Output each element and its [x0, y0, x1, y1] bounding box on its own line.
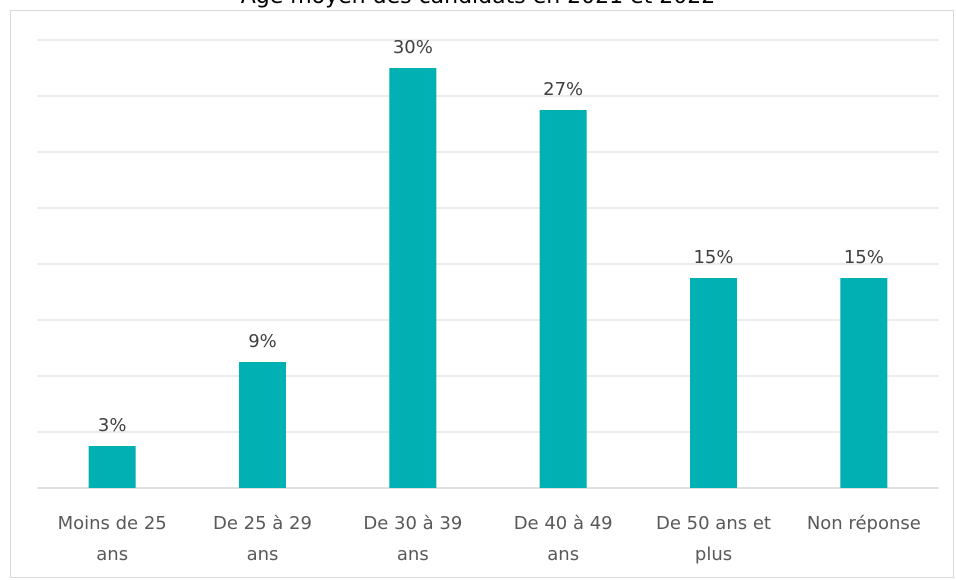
data-label: 15%	[844, 247, 884, 268]
data-labels: 3% 9% 30% 27% 15% 15%	[98, 37, 884, 436]
bar	[389, 68, 437, 488]
category-label: De 30 à 39 ans	[363, 513, 462, 565]
category-label: De 40 à 49 ans	[514, 513, 613, 565]
bar	[690, 278, 737, 488]
data-label: 30%	[393, 37, 433, 58]
bar	[88, 446, 136, 488]
category-label: Non réponse	[807, 513, 921, 534]
bar	[539, 110, 587, 488]
bar	[239, 362, 286, 488]
data-label: 9%	[248, 331, 277, 352]
chart-frame	[10, 10, 954, 578]
gridlines	[37, 39, 939, 489]
bars	[88, 68, 888, 488]
category-label: De 25 à 29 ans	[213, 513, 312, 565]
data-label: 15%	[693, 247, 733, 268]
category-label: Moins de 25 ans	[58, 513, 167, 565]
bar	[840, 278, 888, 488]
category-label: De 50 ans et plus	[656, 513, 771, 565]
chart-title: Âge moyen des candidats en 2021 et 2022	[0, 0, 956, 10]
data-label: 3%	[98, 415, 127, 436]
category-labels: Moins de 25 ans De 25 à 29 ans De 30 à 39 ans…	[58, 513, 921, 565]
data-label: 27%	[543, 79, 583, 100]
